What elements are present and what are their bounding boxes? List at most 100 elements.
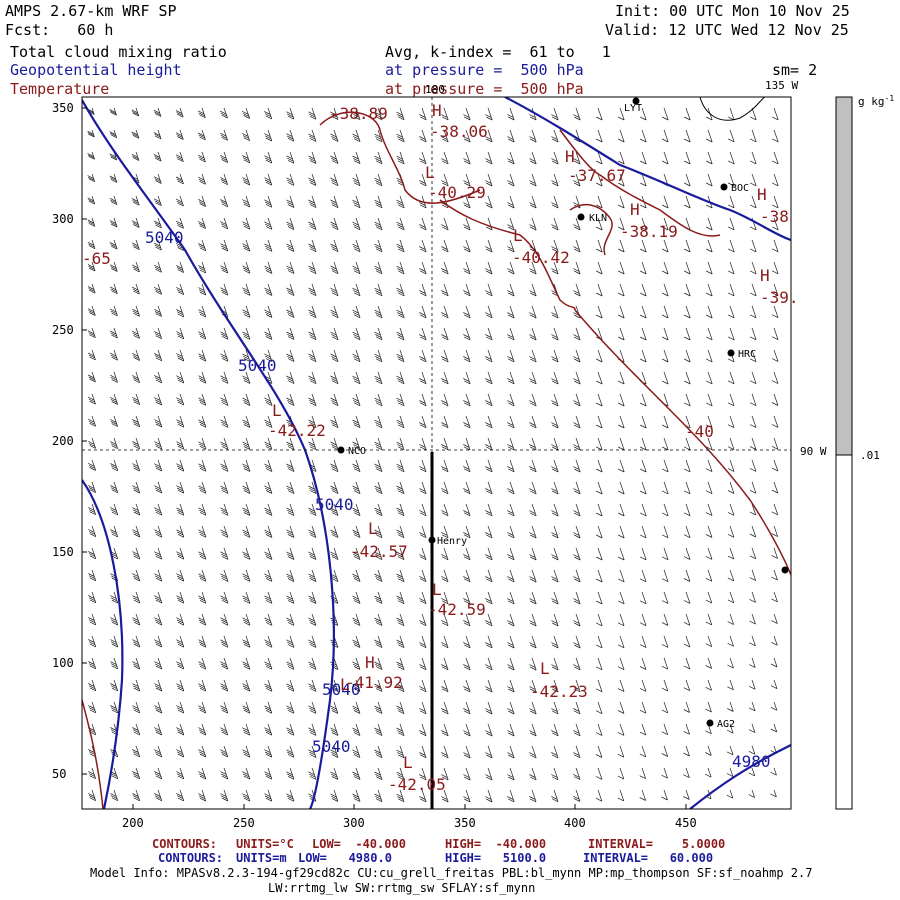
wind-barb: [529, 195, 537, 209]
wind-barb: [684, 107, 691, 121]
wind-barb: [683, 723, 690, 735]
wind-barb: [308, 261, 317, 275]
wind-barb: [529, 767, 537, 781]
wind-barb: [264, 239, 273, 252]
wind-barb: [596, 437, 603, 451]
wind-barb: [264, 437, 273, 450]
wind-barb: [507, 745, 515, 759]
wind-barb: [198, 701, 207, 714]
wind-barb: [198, 767, 207, 780]
pressure-level-1: at pressure = 500 hPa: [385, 61, 584, 79]
wind-barb: [441, 393, 449, 407]
wind-barb: [595, 745, 603, 758]
wind-barb: [154, 349, 163, 362]
wind-barb: [286, 371, 295, 384]
wind-barb: [396, 283, 405, 297]
wind-barb: [131, 129, 140, 139]
wind-barb: [352, 679, 361, 692]
wind-barb: [728, 151, 735, 165]
wind-barb: [706, 151, 713, 165]
wind-barb: [706, 239, 713, 253]
wind-barb: [352, 591, 361, 604]
wind-barb: [220, 481, 229, 494]
wind-barb: [661, 767, 668, 779]
wind-barb: [485, 151, 493, 165]
wind-barb: [154, 283, 163, 295]
wind-barb: [573, 767, 581, 780]
wind-barb: [175, 151, 184, 163]
wind-barb: [330, 151, 339, 164]
station-nco: NCO: [337, 446, 366, 457]
wind-barb: [374, 327, 383, 341]
wind-barb: [374, 701, 383, 714]
wind-barb: [661, 525, 669, 539]
wind-barb: [131, 239, 140, 251]
wind-barb: [220, 591, 229, 604]
wind-barb: [705, 569, 713, 582]
wind-barb: [705, 657, 713, 669]
wind-barb: [198, 789, 207, 802]
wind-barb: [88, 503, 97, 516]
wind-barb: [485, 415, 493, 429]
wind-barb: [153, 239, 162, 251]
wind-barb: [551, 129, 559, 143]
wind-barb: [110, 789, 119, 802]
wind-barb: [529, 657, 537, 671]
wind-barb: [88, 789, 97, 802]
wind-barb: [441, 261, 449, 275]
wind-barb: [352, 723, 361, 736]
wind-barb: [308, 591, 317, 604]
wind-barb: [617, 701, 625, 714]
wind-barb: [419, 613, 427, 627]
wind-barb: [352, 635, 361, 648]
wind-barb: [485, 547, 493, 561]
wind-barb: [507, 679, 515, 693]
wind-barb: [87, 327, 96, 339]
wind-barb: [176, 415, 185, 428]
wind-barb: [220, 789, 229, 802]
wind-barb: [286, 745, 295, 758]
wind-barb: [772, 107, 779, 121]
wind-barb: [176, 569, 185, 582]
wind-barb: [463, 591, 471, 605]
wind-barb: [352, 129, 361, 143]
wind-barb: [308, 767, 317, 780]
wind-barb: [220, 723, 229, 736]
wind-barb: [771, 437, 779, 450]
wind-barb: [640, 283, 647, 297]
wind-barb: [154, 701, 163, 714]
wind-barb: [396, 239, 405, 253]
wind-barb: [551, 789, 559, 803]
temp-label: -38.19: [620, 222, 678, 241]
wind-barb: [618, 305, 625, 319]
wind-barb: [617, 745, 625, 758]
wind-barb: [352, 415, 361, 429]
height-label: 5040: [145, 228, 184, 247]
wind-barb: [771, 393, 779, 406]
wind-barb: [441, 745, 449, 759]
wind-barb: [772, 195, 779, 209]
wind-barb: [618, 129, 625, 143]
wind-barb: [109, 261, 118, 272]
wind-barb: [109, 305, 118, 317]
wind-barb: [264, 679, 273, 692]
temp-contour-kln: [569, 203, 613, 256]
wind-barb: [485, 723, 493, 737]
wind-barb: [507, 481, 515, 495]
wind-barb: [507, 393, 515, 407]
wind-barb: [330, 701, 339, 714]
wind-barb: [639, 657, 647, 670]
wind-barb: [529, 327, 537, 341]
wind-barb: [705, 481, 713, 495]
wind-barb: [88, 635, 97, 648]
wind-barb: [485, 393, 493, 407]
wind-barb: [684, 327, 691, 341]
wind-barb: [507, 217, 515, 231]
wind-barb: [463, 723, 471, 737]
station-kln: KLN: [577, 213, 607, 224]
wind-barb: [154, 481, 163, 494]
wind-barb: [705, 701, 712, 713]
wind-barb: [463, 745, 471, 759]
lon-label-180: 180: [425, 83, 445, 96]
wind-barb: [264, 459, 273, 472]
